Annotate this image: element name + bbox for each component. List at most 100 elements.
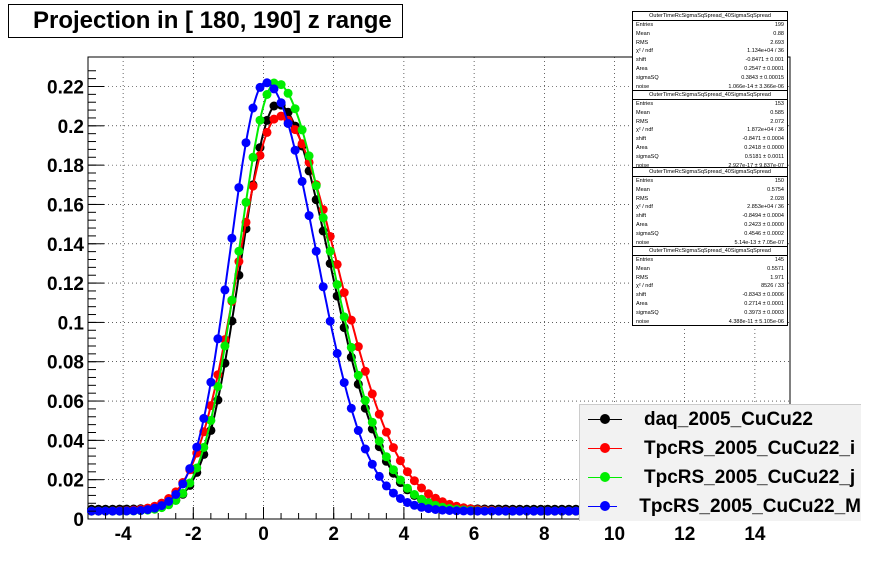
data-point [388,488,398,498]
data-point [115,506,125,516]
data-point [395,456,405,466]
data-point [227,295,237,305]
data-point [206,415,216,425]
x-tick-label: 6 [469,524,480,545]
stat-value: 0.4546 ± 0.0002 [744,230,784,237]
data-point [522,506,532,516]
stat-key: Entries [636,178,654,184]
legend-marker [580,463,630,492]
stat-row: RMS 2.693 [633,39,787,48]
data-point [297,125,307,135]
data-point [143,505,153,515]
stat-row: Entries 145 [633,256,787,265]
stat-key: sigmaSQ [636,230,659,237]
legend-entry: TpcRS_2005_CuCu22_j [580,463,861,492]
stat-value: 0.2423 ± 0.0000 [744,221,784,228]
legend-entry: daq_2005_CuCu22 [580,405,861,434]
stat-value: 2.853e+04 / 36 [747,204,784,211]
stat-value: 199 [774,22,784,28]
stat-value: -0.8343 ± 0.0006 [742,292,784,299]
stat-row: Area 0.2714 ± 0.0001 [633,300,787,309]
y-tick-label: 0.02 [47,471,84,492]
stat-value: 0.88 [773,30,784,37]
data-point [241,197,251,207]
legend-label: daq_2005_CuCu22 [644,408,813,430]
stat-box-header: OuterTimeRcSigmaSqSpread_40SigmaSqSpread [633,247,787,256]
data-point [417,494,426,504]
data-point [452,506,462,516]
data-point [431,493,440,503]
stat-row: noise 5.14e-13 ± 7.05e-07 [633,239,787,248]
data-point [234,246,244,256]
stat-box: OuterTimeRcSigmaSqSpread_40SigmaSqSpread… [632,90,788,169]
stat-value: -0.8471 ± 0.0004 [742,136,784,143]
stat-value: 2.693 [770,39,784,46]
stat-box-header: OuterTimeRcSigmaSqSpread_40SigmaSqSpread [633,168,787,177]
data-point [424,504,433,514]
stat-key: sigmaSQ [636,74,659,81]
y-tick-label: 0.16 [47,195,84,216]
data-point [122,506,132,516]
data-point [374,436,384,446]
stat-row: Area 0.2418 ± 0.0000 [633,144,787,153]
data-point [515,506,525,516]
stat-value: 1.134e+04 / 36 [747,48,784,55]
data-point [283,119,293,128]
y-tick-label: 0.12 [47,274,84,295]
stat-row: Mean 0.5754 [633,186,787,195]
stat-key: RMS [636,195,649,202]
stat-key: shift [636,57,647,64]
y-tick-label: 0 [73,510,84,531]
stat-value: 0.2547 ± 0.0001 [744,65,784,72]
stat-row: sigmaSQ 0.3973 ± 0.0003 [633,309,787,318]
stat-key: Mean [636,109,650,116]
legend-marker [580,434,630,463]
stat-value: 150 [774,178,784,184]
stat-row: Entries 199 [633,21,787,30]
stat-key: noise [636,162,650,169]
data-point [536,506,546,516]
stat-value: 0.5181 ± 0.0011 [744,153,784,160]
data-point [129,506,139,516]
data-point [108,506,118,516]
data-point [409,490,419,499]
stat-row: χ² / ndf 1.872e+04 / 36 [633,126,787,135]
stat-key: RMS [636,39,649,46]
stat-key: RMS [636,118,649,125]
x-tick-label: 4 [399,524,410,545]
data-point [417,483,426,493]
data-point [381,427,391,437]
data-point [339,288,349,298]
data-point [494,506,504,516]
stat-row: shift -0.8343 ± 0.0006 [633,291,787,300]
stat-row: sigmaSQ 0.4546 ± 0.0002 [633,230,787,239]
stat-key: shift [636,213,647,220]
chart-title: Projection in [ 180, 190] z range [8,4,403,38]
stat-value: 4.388e-11 ± 5.105e-06 [728,318,784,325]
stat-value: 2.927e-17 ± 9.837e-07 [728,162,784,169]
stat-box: OuterTimeRcSigmaSqSpread_40SigmaSqSpread… [632,246,788,326]
data-point [473,506,483,516]
data-point [311,181,321,191]
data-point [402,467,412,477]
data-point [199,442,209,452]
y-tick-label: 0.1 [58,313,85,334]
data-point [94,506,103,516]
data-point [466,506,476,516]
stat-key: noise [636,239,650,246]
stat-key: χ² / ndf [636,127,653,134]
data-point [571,506,581,516]
data-point [374,409,384,419]
data-point [417,502,426,512]
data-point [290,125,300,135]
data-point [276,80,286,90]
data-point [318,213,328,223]
data-point [346,315,356,325]
stat-key: Mean [636,30,650,37]
data-point [262,115,272,125]
stat-key: Entries [636,101,654,107]
data-point [325,246,335,256]
data-point [550,506,560,516]
stat-key: shift [636,136,647,143]
data-point [241,138,251,148]
